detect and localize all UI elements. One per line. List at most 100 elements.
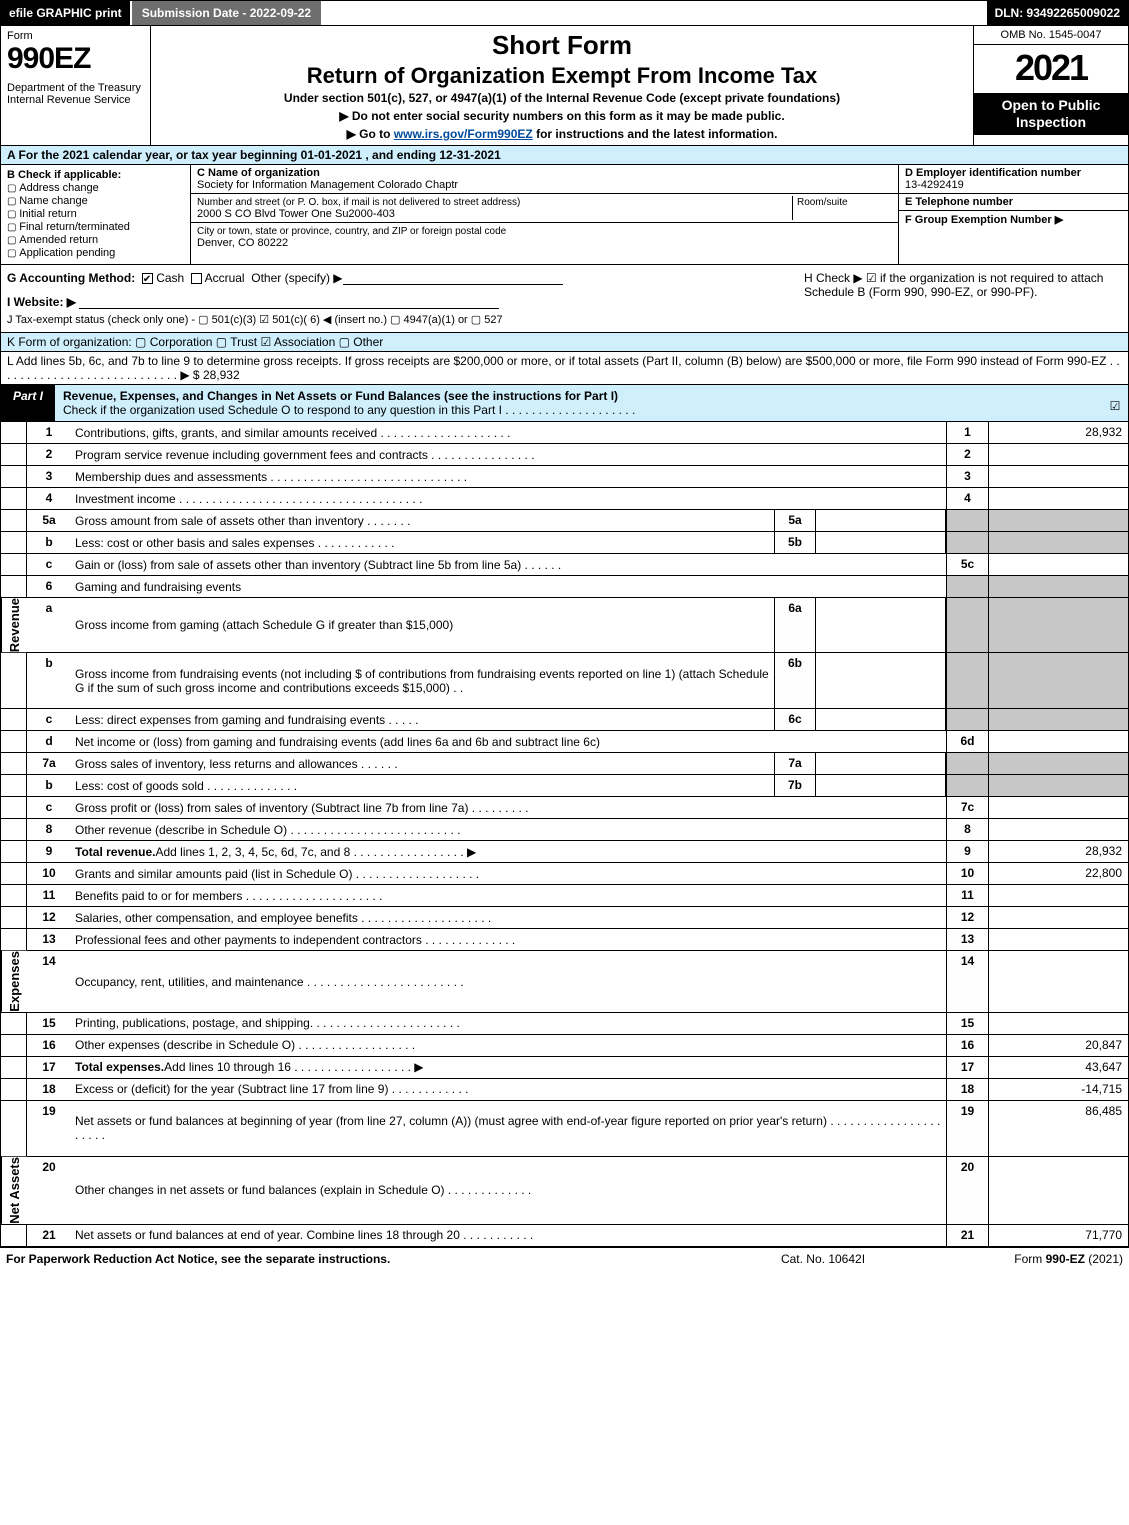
table-row: 19Net assets or fund balances at beginni…: [1, 1101, 1128, 1157]
city-value: Denver, CO 80222: [197, 237, 288, 249]
amount-cell: [988, 929, 1128, 950]
chk-initial-return[interactable]: Initial return: [7, 208, 184, 220]
table-row: 8Other revenue (describe in Schedule O) …: [1, 819, 1128, 841]
form-word: Form: [7, 30, 144, 42]
row-description: Net income or (loss) from gaming and fun…: [71, 731, 946, 752]
table-row: 6Gaming and fundraising events: [1, 576, 1128, 598]
table-row: 10Grants and similar amounts paid (list …: [1, 863, 1128, 885]
table-row: dNet income or (loss) from gaming and fu…: [1, 731, 1128, 753]
subtitle: Under section 501(c), 527, or 4947(a)(1)…: [159, 91, 965, 105]
header-center: Short Form Return of Organization Exempt…: [151, 26, 973, 145]
side-spacer: [1, 775, 27, 796]
inner-value: [816, 775, 946, 796]
row-number: 10: [27, 863, 71, 884]
gh-block: G Accounting Method: Cash Accrual Other …: [0, 265, 1129, 333]
row-number: 14: [27, 951, 71, 1012]
amount-cell: 20,847: [988, 1035, 1128, 1056]
street-label: Number and street (or P. O. box, if mail…: [197, 197, 520, 208]
chk-final-return[interactable]: Final return/terminated: [7, 221, 184, 233]
amount-cell: [988, 532, 1128, 553]
chk-application-pending[interactable]: Application pending: [7, 247, 184, 259]
g-label: G Accounting Method:: [7, 271, 135, 285]
inner-value: [816, 709, 946, 730]
ein-row: D Employer identification number 13-4292…: [899, 165, 1128, 194]
amount-cell: [988, 775, 1128, 796]
table-row: cGross profit or (loss) from sales of in…: [1, 797, 1128, 819]
amount-cell: 86,485: [988, 1101, 1128, 1156]
table-row: 18Excess or (deficit) for the year (Subt…: [1, 1079, 1128, 1101]
row-number: 13: [27, 929, 71, 950]
phone-label: E Telephone number: [905, 196, 1013, 208]
chk-name-change[interactable]: Name change: [7, 195, 184, 207]
amount-cell: [988, 488, 1128, 509]
submission-date: Submission Date - 2022-09-22: [130, 1, 323, 25]
row-description: Program service revenue including govern…: [71, 444, 946, 465]
other-specify-blank[interactable]: [343, 273, 563, 285]
row-number: a: [27, 598, 71, 652]
row-number: c: [27, 554, 71, 575]
line-number: 14: [946, 951, 988, 1012]
main-title: Return of Organization Exempt From Incom…: [159, 63, 965, 89]
website-blank[interactable]: [79, 297, 499, 309]
side-spacer: [1, 709, 27, 730]
line-number: 8: [946, 819, 988, 840]
part1-header: Part I Revenue, Expenses, and Changes in…: [0, 385, 1129, 422]
line-number: [946, 775, 988, 796]
part1-checkbox[interactable]: ☑: [1102, 385, 1128, 421]
org-name-row: C Name of organization Society for Infor…: [191, 165, 898, 194]
section-j: J Tax-exempt status (check only one) - ▢…: [7, 313, 792, 326]
table-row: bGross income from fundraising events (n…: [1, 653, 1128, 709]
inner-line-number: 5b: [774, 532, 816, 553]
irs-link[interactable]: www.irs.gov/Form990EZ: [394, 127, 533, 141]
footer-right: Form 990-EZ (2021): [923, 1252, 1123, 1266]
row-description: Gaming and fundraising events: [71, 576, 946, 597]
revenue-grid: 1Contributions, gifts, grants, and simil…: [0, 422, 1129, 863]
street-value: 2000 S CO Blvd Tower One Su2000-403: [197, 208, 395, 220]
side-spacer: [1, 819, 27, 840]
side-spacer: [1, 422, 27, 443]
row-number: 7a: [27, 753, 71, 774]
side-spacer: [1, 1035, 27, 1056]
inner-line-number: 7b: [774, 775, 816, 796]
amount-cell: [988, 466, 1128, 487]
chk-accrual[interactable]: [191, 273, 202, 284]
chk-cash[interactable]: [142, 273, 153, 284]
row-description: Gross amount from sale of assets other t…: [71, 510, 774, 531]
row-number: 5a: [27, 510, 71, 531]
line-number: 12: [946, 907, 988, 928]
row-description: Less: cost of goods sold . . . . . . . .…: [71, 775, 774, 796]
side-spacer: [1, 488, 27, 509]
row-description: Investment income . . . . . . . . . . . …: [71, 488, 946, 509]
line-number: 7c: [946, 797, 988, 818]
row-description: Less: direct expenses from gaming and fu…: [71, 709, 774, 730]
short-form-title: Short Form: [159, 30, 965, 61]
side-spacer: [1, 1225, 27, 1246]
amount-cell: [988, 653, 1128, 708]
efile-print-label[interactable]: efile GRAPHIC print: [1, 1, 130, 25]
line-number: 3: [946, 466, 988, 487]
row-number: 19: [27, 1101, 71, 1156]
instr2-pre: ▶ Go to: [347, 127, 394, 141]
row-number: b: [27, 653, 71, 708]
amount-cell: [988, 510, 1128, 531]
line-number: 6d: [946, 731, 988, 752]
table-row: 21Net assets or fund balances at end of …: [1, 1225, 1128, 1247]
line-number: 4: [946, 488, 988, 509]
instruction-1: ▶ Do not enter social security numbers o…: [159, 109, 965, 123]
line-number: 2: [946, 444, 988, 465]
chk-address-change[interactable]: Address change: [7, 182, 184, 194]
city-label: City or town, state or province, country…: [197, 226, 506, 237]
table-row: cLess: direct expenses from gaming and f…: [1, 709, 1128, 731]
street-row: Number and street (or P. O. box, if mail…: [191, 194, 898, 223]
row-description: Contributions, gifts, grants, and simila…: [71, 422, 946, 443]
inner-line-number: 6b: [774, 653, 816, 708]
side-spacer: [1, 576, 27, 597]
section-l: L Add lines 5b, 6c, and 7b to line 9 to …: [0, 352, 1129, 385]
chk-amended-return[interactable]: Amended return: [7, 234, 184, 246]
inner-value: [816, 653, 946, 708]
line-number: 13: [946, 929, 988, 950]
row-number: b: [27, 532, 71, 553]
ein-label: D Employer identification number: [905, 167, 1081, 179]
line-number: 1: [946, 422, 988, 443]
amount-cell: [988, 554, 1128, 575]
